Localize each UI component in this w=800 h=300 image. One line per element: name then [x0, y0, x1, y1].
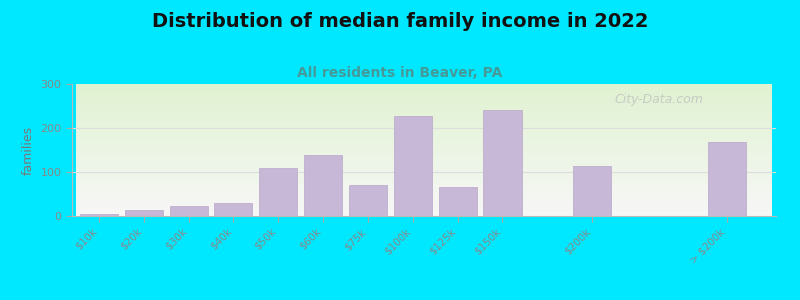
Y-axis label: families: families	[22, 125, 35, 175]
Bar	[214, 203, 253, 216]
Bar	[573, 166, 611, 216]
Bar	[170, 206, 208, 216]
Text: Distribution of median family income in 2022: Distribution of median family income in …	[152, 12, 648, 31]
Text: All residents in Beaver, PA: All residents in Beaver, PA	[298, 66, 502, 80]
Text: City-Data.com: City-Data.com	[614, 93, 703, 106]
Bar	[80, 214, 118, 216]
Bar	[394, 116, 432, 216]
Bar	[125, 210, 163, 216]
Bar	[438, 188, 477, 216]
Bar	[349, 185, 387, 216]
Bar	[304, 155, 342, 216]
Bar	[708, 142, 746, 216]
Bar	[483, 110, 522, 216]
Bar	[259, 169, 298, 216]
